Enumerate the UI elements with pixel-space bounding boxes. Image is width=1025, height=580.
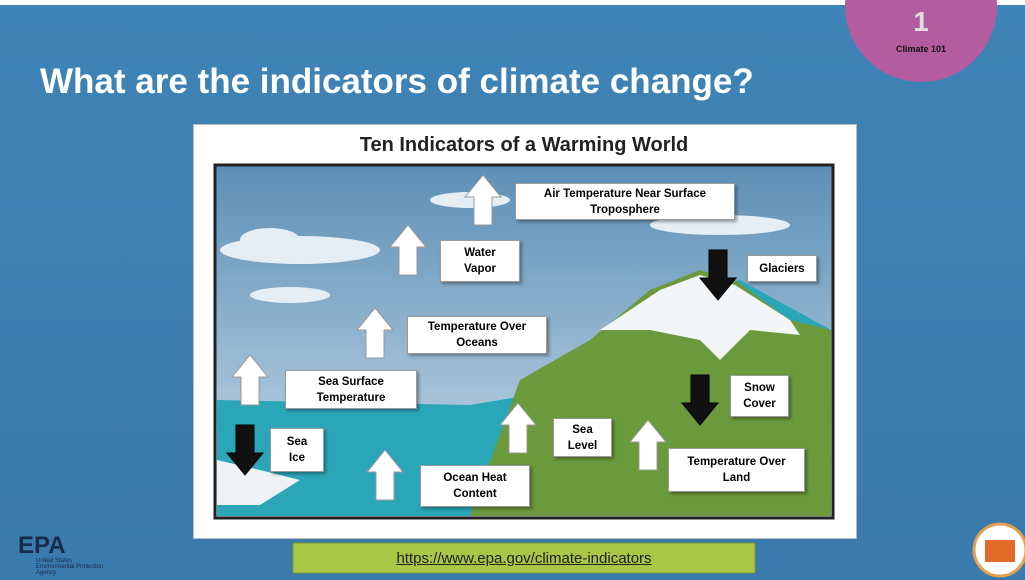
indicator-line: Temperature Over <box>669 454 804 470</box>
indicator-line: Level <box>554 438 611 454</box>
indicator-line: Air Temperature Near Surface <box>516 186 734 202</box>
indicator-line: Ocean Heat <box>421 470 529 486</box>
indicator-line: Sea <box>554 422 611 438</box>
logo-name: EPA <box>18 532 66 559</box>
indicator-line: Sea <box>271 434 323 450</box>
indicator-line: Cover <box>731 396 788 412</box>
indicator-line: Content <box>421 486 529 502</box>
indicator-line: Temperature <box>286 390 416 406</box>
indicator-line: Water <box>441 245 519 261</box>
indicator-line: Sea Surface <box>286 374 416 390</box>
book-shape <box>985 540 1015 562</box>
indicator-line: Oceans <box>408 335 546 351</box>
logo-line: Agency <box>36 570 103 576</box>
logo-text: United States Environmental Protection A… <box>36 558 103 576</box>
indicator-line: Troposphere <box>516 202 734 218</box>
indicator-line: Glaciers <box>748 261 816 277</box>
link[interactable]: https://www.epa.gov/climate-indicators <box>293 550 755 567</box>
indicator-line: Temperature Over <box>408 319 546 335</box>
slide: 1 Climate 101 What are the indicators of… <box>0 0 1025 580</box>
indicator-line: Snow <box>731 380 788 396</box>
indicator-line: Land <box>669 470 804 486</box>
indicator-line: Vapor <box>441 261 519 277</box>
indicator-line: Ice <box>271 450 323 466</box>
indicator-label: Glaciers <box>747 255 817 282</box>
